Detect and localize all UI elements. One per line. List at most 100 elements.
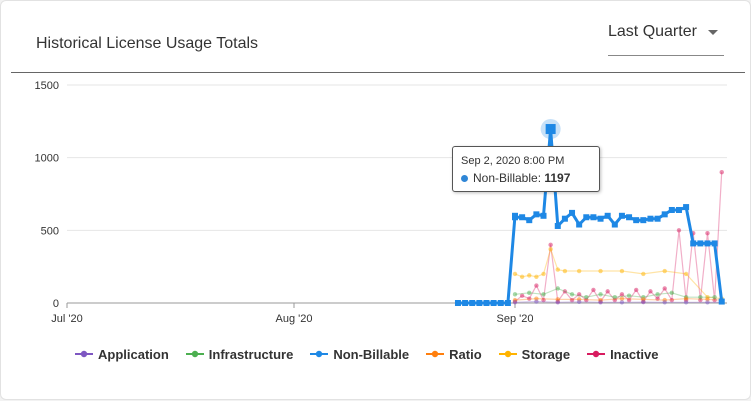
point-storage [562,268,568,274]
point-non-billable [526,217,533,224]
point-non-billable [697,240,704,247]
point-non-billable [512,214,518,221]
point-application [705,300,710,305]
point-non-billable [647,215,654,222]
point-application [512,300,518,305]
point-non-billable [690,240,697,247]
tooltip-date: Sep 2, 2020 8:00 PM [461,155,565,167]
point-inactive [548,242,553,248]
period-select[interactable]: Last Quarter [608,21,724,56]
point-inactive [705,231,710,236]
point-storage [548,247,553,252]
point-inactive [591,287,596,293]
series-line-ratio [514,298,722,301]
caret-down-icon[interactable] [708,30,718,35]
point-non-billable [683,204,690,211]
point-application [555,300,560,305]
point-non-billable [554,222,561,229]
point-storage [555,267,560,272]
point-infrastructure [698,294,703,300]
point-storage [534,274,539,280]
legend-label: Inactive [610,346,659,362]
point-application [598,300,603,305]
point-non-billable [469,300,476,306]
point-non-billable [661,211,668,218]
point-non-billable [497,300,504,306]
point-inactive [669,297,675,303]
point-storage [662,268,667,274]
point-storage [619,268,625,274]
point-non-billable [590,214,597,221]
point-infrastructure [612,294,618,300]
series-line-inactive [514,172,723,303]
point-infrastructure [569,292,575,297]
point-inactive [626,297,632,303]
point-non-billable [626,214,633,221]
point-infrastructure [584,294,589,300]
point-non-billable [533,211,540,218]
point-application [576,299,582,305]
y-tick-label: 500 [41,225,59,237]
legend-label: Infrastructure [208,346,294,362]
point-inactive [562,289,568,294]
point-ratio [619,296,625,301]
point-ratio [683,296,689,301]
header-divider [11,72,745,73]
legend-marker-icon [310,350,329,358]
legend-label: Storage [521,346,571,362]
point-non-billable [611,221,618,228]
point-application [619,300,625,305]
y-tick-label: 0 [53,298,59,310]
point-infrastructure [541,292,546,297]
legend-label: Application [98,346,169,362]
chart-tooltip: Sep 2, 2020 8:00 PM Non-Billable: 1197 [452,146,600,192]
legend-item-inactive[interactable]: Inactive [587,347,658,362]
point-non-billable [519,214,526,221]
period-select-value: Last Quarter [608,23,697,40]
point-inactive [576,292,582,297]
point-non-billable [597,215,604,222]
point-infrastructure [512,292,518,297]
point-non-billable [454,300,461,306]
point-non-billable [711,240,718,247]
point-non-billable [704,240,711,247]
series-line-application [514,300,722,303]
x-tick-label: Sep '20 [497,313,534,325]
point-application [641,299,646,305]
point-storage [527,273,532,278]
legend-label: Non-Billable [333,346,410,362]
legend-marker-icon [426,350,445,358]
point-non-billable [583,214,590,221]
point-inactive [648,289,653,294]
tooltip-row: Non-Billable: 1197 [461,171,570,185]
legend-item-storage[interactable]: Storage [498,346,571,362]
point-non-billable [668,206,675,213]
point-non-billable [576,221,583,228]
point-non-billable [633,217,640,224]
legend-item-ratio[interactable]: Ratio [426,347,482,362]
legend-item-infrastructure[interactable]: Infrastructure [185,346,294,362]
point-non-billable [504,300,511,306]
tooltip-series-dot-icon [461,175,468,182]
point-non-billable [483,300,490,306]
point-non-billable [640,217,647,224]
point-inactive [655,296,660,301]
point-non-billable [604,212,611,219]
point-inactive [541,297,546,303]
point-non-billable [718,298,725,305]
point-non-billable [490,300,497,306]
point-inactive [605,289,610,294]
legend-item-non-billable[interactable]: Non-Billable [310,347,409,362]
point-infrastructure [655,292,660,297]
point-infrastructure [626,293,632,298]
point-storage [519,274,525,280]
point-inactive [527,296,532,301]
point-non-billable [654,215,661,222]
legend-item-application[interactable]: Application [75,347,169,362]
point-infrastructure [669,290,675,296]
point-storage [641,271,646,277]
point-non-billable [569,209,576,216]
point-application [534,299,539,304]
